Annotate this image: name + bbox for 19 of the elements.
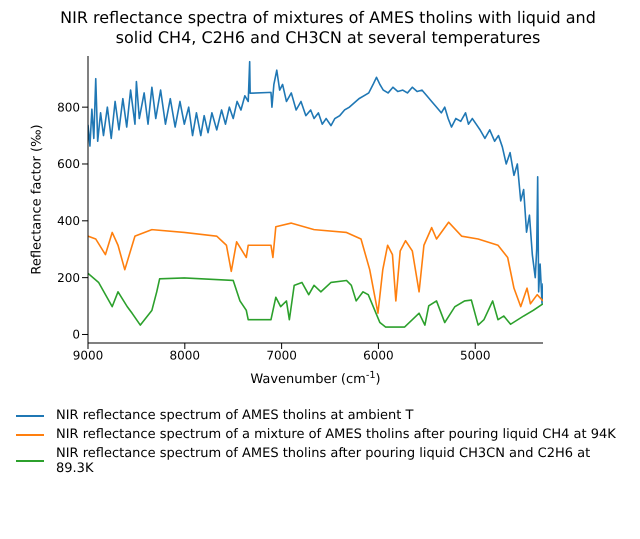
y-tick-label: 200 (57, 270, 80, 285)
line-series (88, 272, 543, 328)
x-tick-label: 8000 (170, 348, 200, 363)
x-tick-label: 7000 (266, 348, 297, 363)
x-axis-title: Wavenumber (cm$^{-1}$) (250, 370, 381, 387)
line-series (88, 221, 543, 314)
x-tick-label: 6000 (363, 348, 394, 363)
x-tick-label: 9000 (72, 348, 104, 363)
legend-label: NIR reflectance spectrum of AMES tholins after pouring liquid CH3CN and C2H6 at 89.3K (56, 446, 592, 476)
chart-title: NIR reflectance spectra of mixtures of AMES tholins with liquid and solid CH4, C2H6 and CH3CN at several temperatures (59, 8, 597, 48)
legend-label: NIR reflectance spectrum of AMES tholins at ambient T (56, 408, 414, 423)
y-tick-label: 600 (57, 157, 80, 172)
legend-label: NIR reflectance spectrum of a mixture of AMES tholins after pouring liquid CH4 at 94K (56, 427, 616, 442)
line-series (88, 60, 543, 304)
y-tick-label: 800 (57, 100, 80, 114)
x-tick-label: 5000 (460, 348, 491, 363)
y-tick-label: 400 (57, 214, 80, 228)
y-axis-title: Reflectance factor (‰) (30, 124, 45, 275)
y-tick-label: 0 (72, 328, 80, 342)
